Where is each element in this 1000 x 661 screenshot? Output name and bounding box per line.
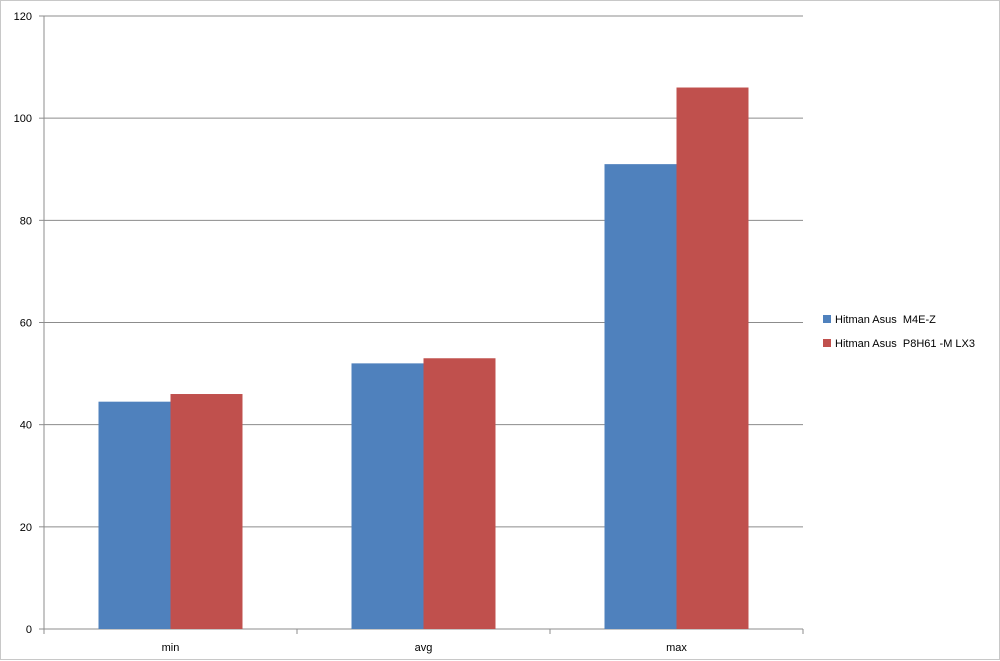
x-tick-label: avg <box>415 642 433 654</box>
legend: Hitman Asus M4E-Z Hitman Asus P8H61 -M LX… <box>823 314 975 350</box>
bar-min-series-2 <box>170 394 243 629</box>
x-axis-ticks: min avg max <box>43 629 804 654</box>
legend-label: Hitman Asus M4E-Z <box>835 314 936 326</box>
bar-max-series-1 <box>604 164 677 629</box>
legend-swatch <box>823 339 831 347</box>
y-tick-label: 60 <box>20 318 32 330</box>
bar-avg-series-1 <box>351 363 424 629</box>
x-tick-label: min <box>162 642 180 654</box>
legend-label: Hitman Asus P8H61 -M LX3 <box>835 338 975 350</box>
bars <box>98 87 749 630</box>
y-tick-label: 80 <box>20 215 32 227</box>
bar-avg-series-2 <box>423 358 496 629</box>
bar-min-series-1 <box>98 401 171 629</box>
y-axis-ticks: 0 20 40 60 80 100 120 <box>14 11 44 636</box>
y-tick-label: 120 <box>14 11 32 23</box>
legend-swatch <box>823 315 831 323</box>
y-tick-label: 100 <box>14 113 32 125</box>
y-tick-label: 40 <box>20 420 32 432</box>
y-tick-label: 20 <box>20 522 32 534</box>
bar-max-series-2 <box>676 87 749 630</box>
x-tick-label: max <box>666 642 687 654</box>
y-tick-label: 0 <box>26 624 32 636</box>
